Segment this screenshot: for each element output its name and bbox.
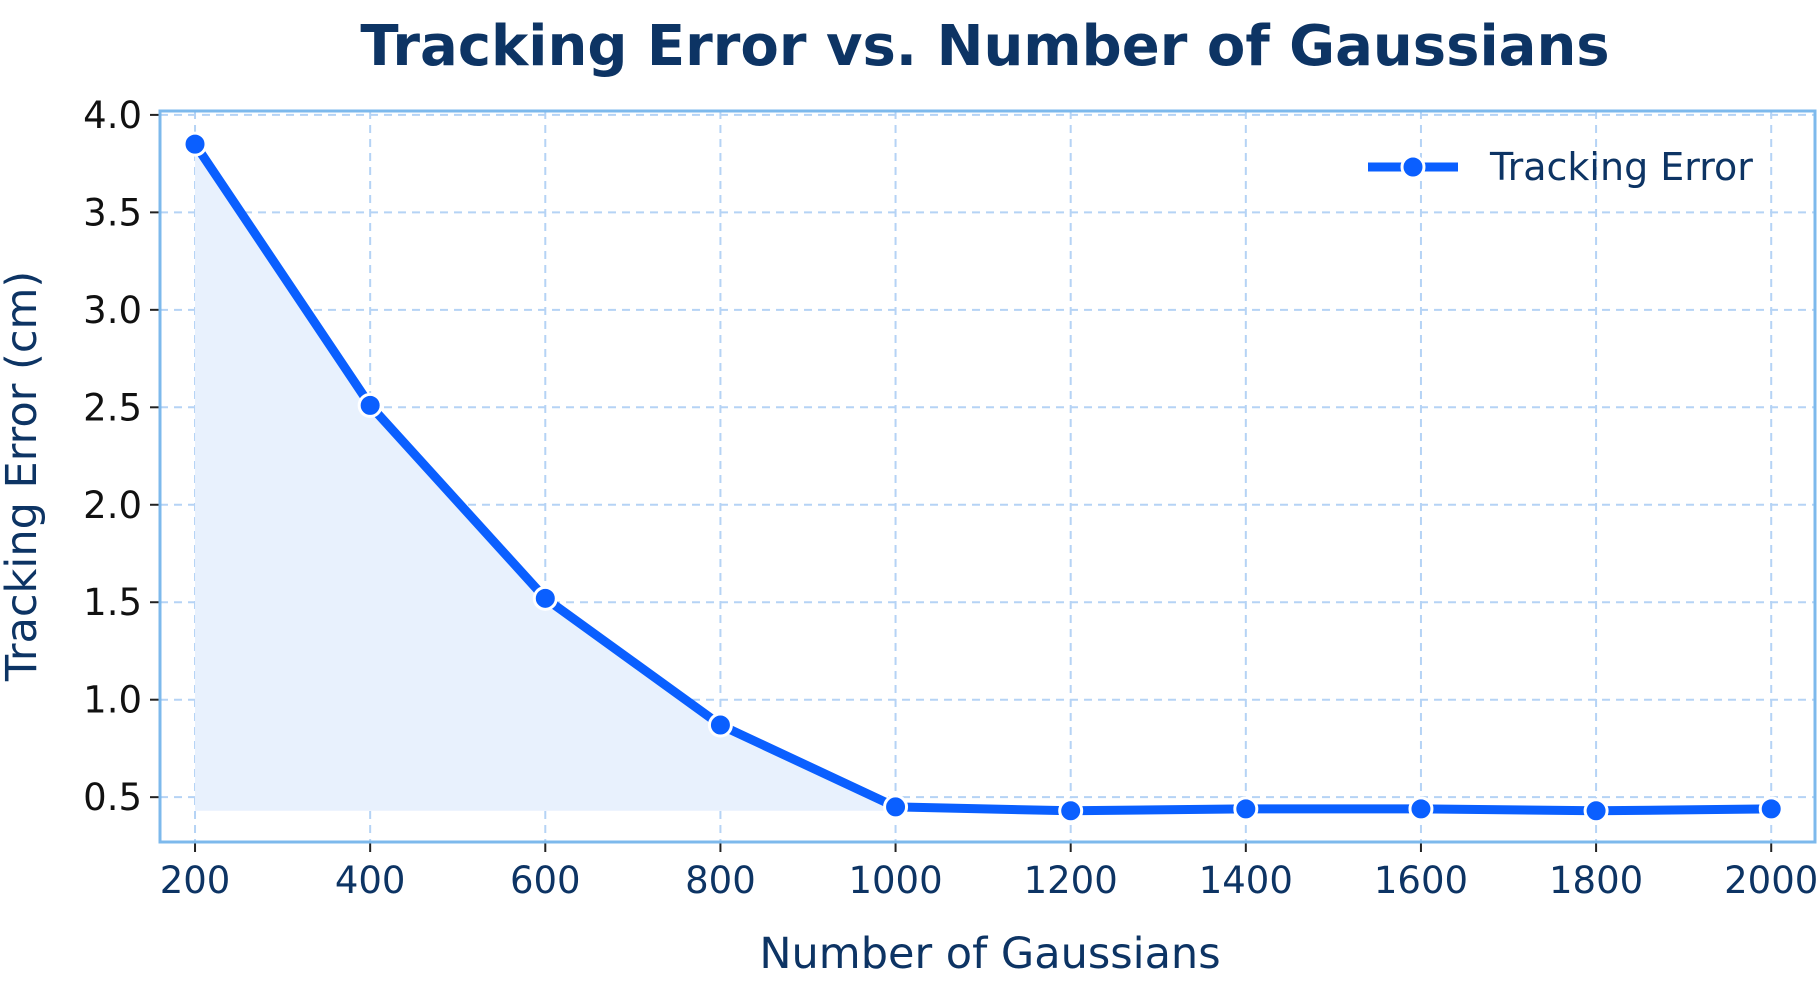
data-points bbox=[182, 131, 1784, 824]
y-tick-label: 3.5 bbox=[83, 191, 142, 234]
area-under-line bbox=[195, 144, 1772, 811]
plot-frame bbox=[158, 109, 1817, 844]
data-point-600 bbox=[532, 585, 558, 611]
legend-marker bbox=[1400, 154, 1426, 180]
legend: Tracking Error bbox=[1368, 145, 1753, 189]
axis-ticks bbox=[150, 113, 1773, 852]
y-tick-label: 1.0 bbox=[83, 679, 142, 722]
y-tick-labels: 0.5 1.0 1.5 2.0 2.5 3.0 3.5 4.0 bbox=[83, 94, 142, 819]
x-tick-label: 1800 bbox=[1549, 859, 1643, 902]
legend-label: Tracking Error bbox=[1489, 145, 1753, 189]
x-tick-label: 1000 bbox=[848, 859, 942, 902]
x-tick-label: 1600 bbox=[1374, 859, 1468, 902]
y-tick-label: 1.5 bbox=[83, 581, 142, 624]
data-point-2000 bbox=[1758, 796, 1784, 822]
x-axis-label: Number of Gaussians bbox=[759, 929, 1220, 979]
grid-lines bbox=[160, 111, 1815, 842]
y-tick-label: 2.0 bbox=[83, 484, 142, 527]
x-tick-label: 1400 bbox=[1199, 859, 1293, 902]
y-tick-label: 3.0 bbox=[83, 289, 142, 332]
x-tick-label: 400 bbox=[335, 859, 406, 902]
data-point-400 bbox=[357, 392, 383, 418]
data-point-1000 bbox=[883, 794, 909, 820]
data-point-1200 bbox=[1058, 798, 1084, 824]
x-tick-label: 1200 bbox=[1024, 859, 1118, 902]
y-axis-label: Tracking Error (cm) bbox=[0, 271, 47, 682]
chart-title: Tracking Error vs. Number of Gaussians bbox=[360, 14, 1609, 79]
y-tick-label: 4.0 bbox=[83, 94, 142, 137]
data-point-1800 bbox=[1583, 798, 1609, 824]
data-point-200 bbox=[182, 131, 208, 157]
y-tick-label: 0.5 bbox=[83, 776, 142, 819]
series-line-tracking-error bbox=[190, 139, 1776, 816]
x-tick-labels: 200 400 600 800 1000 1200 1400 1600 1800 2000 bbox=[160, 859, 1819, 902]
x-tick-label: 600 bbox=[510, 859, 581, 902]
data-point-800 bbox=[707, 712, 733, 738]
x-tick-label: 200 bbox=[160, 859, 231, 902]
data-point-1600 bbox=[1408, 796, 1434, 822]
x-tick-label: 800 bbox=[685, 859, 756, 902]
y-tick-label: 2.5 bbox=[83, 386, 142, 429]
data-point-1400 bbox=[1233, 796, 1259, 822]
x-tick-label: 2000 bbox=[1724, 859, 1818, 902]
